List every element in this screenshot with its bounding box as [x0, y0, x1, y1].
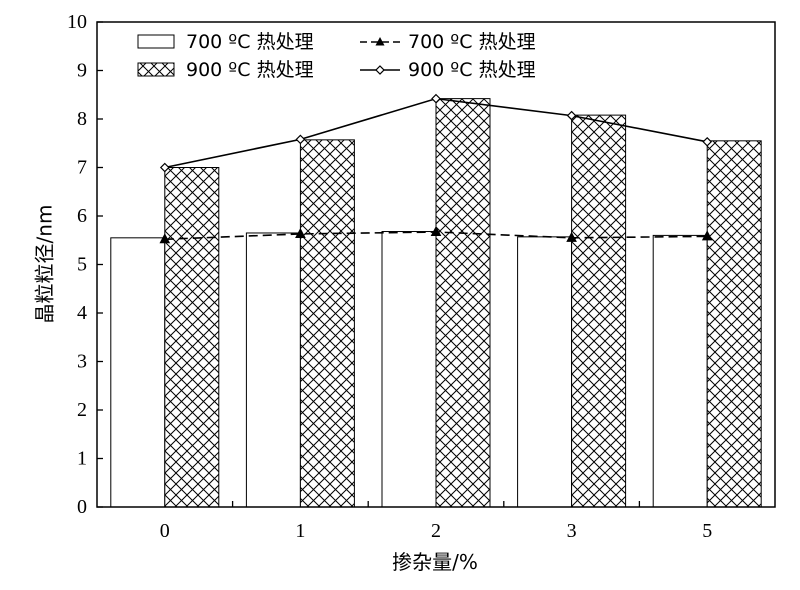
bar-900c — [571, 114, 627, 508]
bar-900c — [435, 98, 491, 508]
bar-900c — [299, 139, 355, 508]
bars-layer — [110, 98, 762, 508]
marker-700c-triangle — [295, 227, 306, 238]
y-tick-label: 0 — [77, 496, 87, 518]
legend-marker-diamond — [375, 65, 385, 75]
x-tick-label: 0 — [160, 520, 170, 542]
lines-layer — [159, 93, 713, 244]
legend: 700 ºC 热处理 900 ºC 热处理 700 ºC 热处理 900 ºC 热处理 — [137, 31, 536, 81]
y-tick-label: 10 — [67, 11, 87, 33]
marker-900c-diamond — [566, 110, 577, 121]
legend-marker-triangle — [375, 37, 385, 46]
y-tick-label: 4 — [77, 302, 87, 324]
marker-900c-diamond — [702, 136, 713, 147]
marker-900c-diamond — [431, 93, 441, 104]
bar-700c — [381, 231, 437, 508]
x-tick-label: 5 — [702, 520, 712, 542]
legend-label: 900 ºC 热处理 — [408, 59, 536, 81]
y-tick-label: 9 — [77, 60, 87, 82]
legend-swatch-900c-bar — [137, 62, 175, 77]
y-tick-label: 6 — [77, 205, 87, 227]
y-tick-label: 3 — [77, 351, 87, 373]
bar-700c — [110, 237, 166, 508]
bar-700c — [652, 234, 708, 508]
marker-700c-triangle — [701, 230, 713, 241]
x-tick-label: 3 — [567, 520, 577, 542]
marker-700c-triangle — [430, 225, 442, 237]
y-tick-label: 2 — [77, 399, 87, 421]
bar-900c — [706, 140, 762, 508]
bar-700c — [517, 236, 573, 508]
legend-label: 700 ºC 热处理 — [408, 31, 536, 53]
y-tick-label: 7 — [77, 157, 87, 179]
marker-900c-diamond — [159, 162, 170, 173]
marker-900c-diamond — [295, 134, 306, 145]
y-tick-label: 5 — [77, 254, 87, 276]
marker-700c-triangle — [566, 231, 577, 242]
y-tick-label: 1 — [77, 448, 87, 470]
x-tick-label: 1 — [295, 520, 305, 542]
y-tick-label: 8 — [77, 108, 87, 130]
bar-700c — [245, 232, 301, 508]
y-axis-title: 晶粒粒径/nm — [33, 205, 57, 324]
axes-layer: 0 1 2 3 4 5 6 7 8 9 10 0 1 2 3 5 — [67, 11, 776, 542]
x-axis-title: 掺杂量/% — [392, 550, 478, 574]
bar-900c — [164, 167, 220, 508]
legend-label: 700 ºC 热处理 — [186, 31, 314, 53]
legend-label: 900 ºC 热处理 — [186, 59, 314, 81]
legend-swatch-700c-bar — [137, 34, 175, 49]
x-tick-label: 2 — [431, 520, 441, 542]
marker-700c-triangle — [159, 233, 171, 244]
